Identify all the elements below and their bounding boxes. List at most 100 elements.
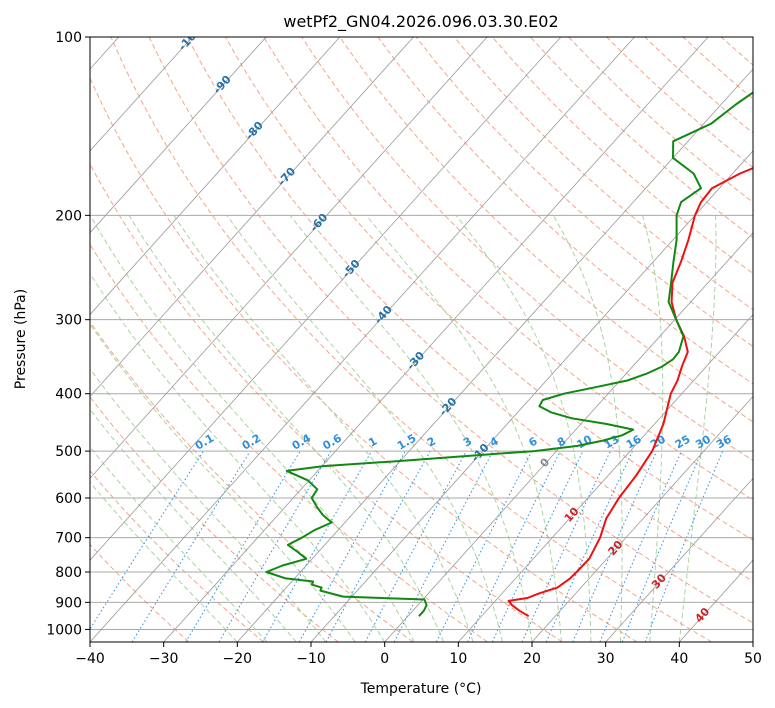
- dry-adiabat-line: [606, 37, 753, 169]
- moist-adiabat-line: [173, 215, 474, 642]
- dry-adiabat-line: [90, 470, 264, 642]
- isotherm-line: [90, 37, 488, 479]
- dry-adiabat-line: [90, 243, 488, 642]
- mixing-ratio-line: [298, 450, 406, 642]
- plot-area: 0.1 0.2 0.4 0.6 1 1.5 2 3 4 6 8 10 13 16 20 25 30 36-100-…: [90, 24, 753, 642]
- dry-adiabat-line: [339, 37, 753, 423]
- mixing-ratio-line: [545, 450, 633, 642]
- mixing-ratio-label: 0.2: [240, 432, 263, 453]
- y-tick-label: 200: [55, 208, 82, 224]
- mixing-ratio-line: [521, 450, 611, 642]
- mixing-ratio-line: [491, 450, 584, 642]
- isotherm-line: [163, 37, 709, 642]
- x-tick-label: −30: [149, 651, 179, 667]
- y-tick-label: 700: [55, 531, 82, 547]
- dry-adiabat-line: [263, 37, 753, 501]
- mixing-ratio-label: 6: [526, 434, 539, 449]
- mixing-ratio-line: [185, 450, 301, 642]
- isotherm-line: [458, 313, 753, 642]
- isotherm-line: [752, 641, 753, 642]
- isotherm-line: [90, 37, 193, 152]
- x-tick-label: −40: [75, 651, 105, 667]
- isotherm-line: [679, 559, 753, 642]
- moist-adiabat-line: [90, 481, 238, 642]
- x-axis: −40 −30 −20 −10 0 10 20 30 40 50: [75, 642, 762, 667]
- mixing-ratio-label: 1: [366, 435, 379, 450]
- y-tick-label: 500: [55, 444, 82, 460]
- x-tick-label: 10: [449, 651, 467, 667]
- mixing-ratio-label: 0.6: [321, 431, 345, 452]
- mixing-ratio-lines: [90, 450, 724, 642]
- y-tick-label: 100: [55, 30, 82, 46]
- dry-adiabat-line: [110, 37, 712, 642]
- dry-adiabat-line: [90, 320, 414, 642]
- x-tick-label: −20: [223, 651, 253, 667]
- moist-adiabat-line: [678, 215, 717, 642]
- isotherm-line: [384, 232, 753, 642]
- mixing-ratio-line: [621, 450, 703, 642]
- x-tick-label: 0: [380, 651, 389, 667]
- mixing-ratio-line: [364, 450, 467, 642]
- moist-adiabats: [90, 214, 717, 642]
- moist-adiabat-line: [365, 214, 562, 642]
- mixing-ratio-label: 25: [673, 433, 693, 452]
- moist-adiabat-line: [90, 446, 268, 642]
- isotherm-line: [90, 37, 414, 398]
- mixing-ratio-line: [435, 450, 533, 642]
- moist-adiabat-line: [642, 215, 664, 642]
- x-tick-label: 50: [744, 651, 762, 667]
- moist-adiabat-line: [90, 323, 356, 642]
- y-tick-label: 400: [55, 387, 82, 403]
- mixing-ratio-line: [325, 450, 431, 642]
- dry-adiabat-line: [644, 37, 753, 134]
- mixing-ratio-label: 0.4: [290, 431, 314, 452]
- x-axis-title: Temperature (°C): [360, 681, 482, 697]
- dry-adiabat-line: [568, 37, 753, 203]
- dry-adiabat-line: [90, 396, 339, 642]
- x-tick-label: −10: [296, 651, 326, 667]
- mixing-ratio-label: 0.1: [193, 432, 216, 453]
- mixing-ratio-line: [572, 450, 658, 642]
- isotherm-line: [310, 150, 753, 642]
- dry-adiabat-line: [720, 37, 753, 66]
- isotherm-line: [90, 37, 341, 316]
- dry-adiabat-line: [224, 37, 753, 541]
- mixing-ratio-line: [599, 450, 682, 642]
- isotherm-line: [90, 37, 562, 561]
- mixing-ratio-label: 36: [714, 432, 734, 451]
- sounding-traces: [265, 91, 753, 618]
- isotherm-line: [90, 37, 635, 642]
- moist-adiabat-line: [226, 215, 503, 642]
- isotherm-line: [605, 477, 753, 642]
- dry-adiabat-line: [186, 37, 753, 582]
- mixing-ratio-line: [131, 450, 251, 642]
- isotherm-line: [531, 395, 753, 642]
- y-tick-label: 800: [55, 565, 82, 581]
- mixing-ratio-line: [644, 450, 724, 642]
- mixing-ratio-label: 1.5: [395, 432, 418, 453]
- mixing-ratio-line: [262, 450, 373, 642]
- moist-adiabat-line: [552, 215, 623, 642]
- isobar-gridlines: [90, 37, 753, 630]
- isotherm-label: -100: [176, 24, 204, 53]
- mixing-ratio-label: 2: [425, 435, 438, 450]
- y-axis-title: Pressure (hPa): [13, 289, 29, 389]
- isotherm-line: [237, 68, 753, 642]
- dewpoint-trace: [265, 91, 753, 617]
- moist-adiabat-line: [90, 272, 386, 642]
- x-tick-label: 30: [597, 651, 615, 667]
- y-tick-label: 300: [55, 313, 82, 329]
- y-axis: 100 200 300 400 500 600 700 800 900 1000: [46, 30, 90, 638]
- plot-frame: [89, 36, 754, 643]
- dry-adiabats: [90, 37, 753, 642]
- mixing-ratio-label: 3: [461, 435, 474, 450]
- y-tick-label: 900: [55, 595, 82, 611]
- mixing-ratio-line: [90, 450, 204, 630]
- moist-adiabat-line: [90, 408, 297, 642]
- mixing-ratio-label: 30: [693, 432, 713, 451]
- x-tick-label: 40: [670, 651, 688, 667]
- moist-adiabat-line: [90, 215, 415, 642]
- chart-title: wetPf2_GN04.2026.096.03.30.E02: [283, 12, 558, 32]
- dry-adiabat-line: [682, 37, 753, 100]
- x-tick-label: 20: [523, 651, 541, 667]
